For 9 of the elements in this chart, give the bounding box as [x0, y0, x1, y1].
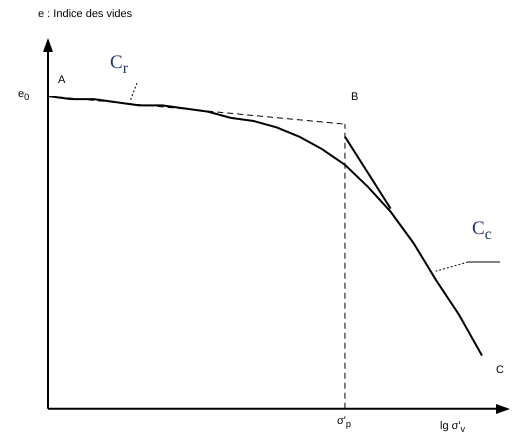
text: e : Indice des vides	[38, 8, 132, 20]
text: e$_{0}$	[18, 88, 30, 102]
text: A	[58, 74, 66, 86]
text: σ'$_{p}$	[336, 414, 351, 429]
annotation: B	[350, 91, 358, 103]
annotation: C	[496, 364, 504, 376]
x-axis-title: lg σ'$_{v}$	[440, 420, 466, 434]
annotation: C$_{c}$	[472, 218, 492, 244]
text: C$_{r}$	[110, 52, 128, 78]
